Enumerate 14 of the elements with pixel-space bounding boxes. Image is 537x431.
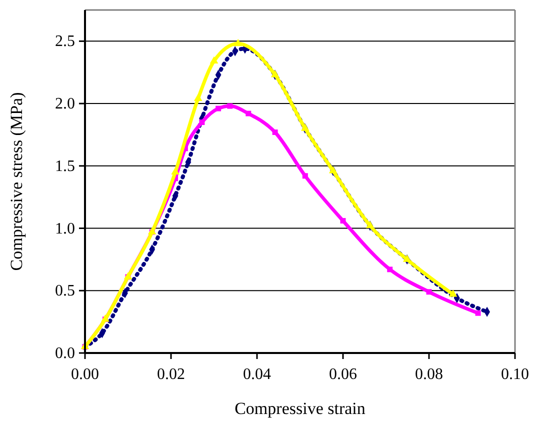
y-tick-label: 2.0	[55, 96, 75, 113]
x-tick-label: 0.08	[415, 366, 443, 383]
x-tick-label: 0.10	[501, 366, 529, 383]
x-axis-title: Compressive strain	[234, 399, 366, 418]
x-tick-label: 0.02	[157, 366, 185, 383]
x-tick-label: 0.04	[243, 366, 271, 383]
y-tick-label: 2.5	[55, 33, 75, 50]
y-tick-label: 1.5	[55, 158, 75, 175]
x-tick-label: 0.06	[329, 366, 357, 383]
x-tick-label: 0.00	[71, 366, 99, 383]
y-tick-label: 0.0	[55, 345, 75, 362]
y-axis-title: Compressive stress (MPa)	[7, 92, 26, 271]
y-tick-label: 0.5	[55, 282, 75, 300]
y-tick-label: 1.0	[55, 220, 75, 238]
